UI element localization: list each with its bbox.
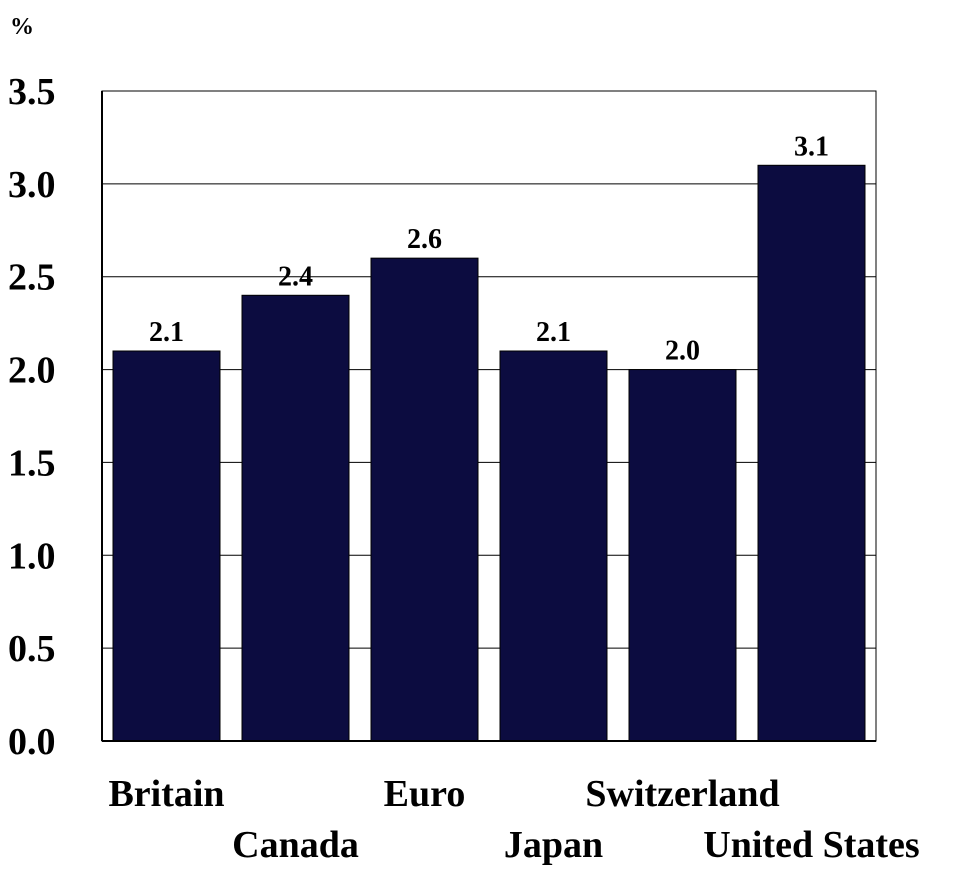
y-tick-label: 1.0 — [8, 535, 56, 577]
data-label: 2.6 — [407, 224, 442, 255]
x-category-label: United States — [703, 824, 919, 866]
bar — [499, 350, 608, 742]
x-category-label: Canada — [232, 824, 359, 866]
y-tick-label: 2.0 — [8, 350, 56, 392]
x-category-label: Euro — [384, 773, 466, 815]
y-tick-label: 3.5 — [8, 71, 56, 113]
data-label: 3.1 — [794, 131, 829, 162]
bar — [370, 257, 479, 742]
axes — [101, 90, 877, 742]
y-tick-label: 0.5 — [8, 628, 56, 670]
y-tick-label: 1.5 — [8, 442, 56, 484]
bar — [241, 294, 350, 742]
bars — [112, 164, 866, 742]
bar — [628, 369, 737, 742]
y-tick-label: 2.5 — [8, 257, 56, 299]
bar — [112, 350, 221, 742]
y-tick-label: 3.0 — [8, 164, 56, 206]
y-unit-label: % — [10, 14, 34, 40]
x-category-label: Japan — [504, 824, 603, 866]
y-tick-labels: 0.0 0.5 1.0 1.5 2.0 2.5 3.0 3.5 — [8, 71, 56, 763]
data-label: 2.0 — [665, 336, 700, 367]
x-category-label: Switzerland — [585, 773, 779, 815]
data-label: 2.4 — [278, 261, 313, 292]
x-category-label: Britain — [108, 773, 224, 815]
y-tick-label: 0.0 — [8, 721, 56, 763]
bar — [757, 164, 866, 742]
data-labels: 2.1 2.4 2.6 2.1 2.0 3.1 — [149, 131, 829, 366]
data-label: 2.1 — [536, 317, 571, 348]
gridlines — [102, 183, 876, 649]
data-label: 2.1 — [149, 317, 184, 348]
